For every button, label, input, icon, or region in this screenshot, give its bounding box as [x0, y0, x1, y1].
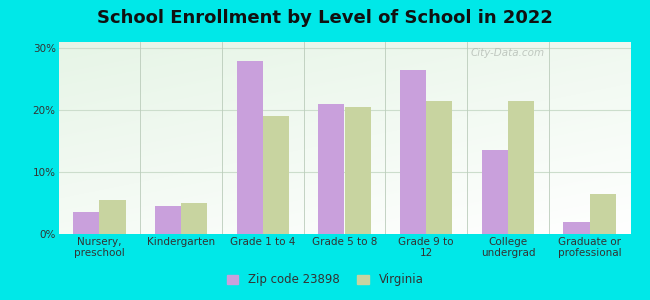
Bar	[426, 101, 452, 234]
Bar	[344, 107, 370, 234]
Bar	[564, 222, 590, 234]
Legend: Zip code 23898, Virginia: Zip code 23898, Virginia	[222, 269, 428, 291]
Bar	[99, 200, 125, 234]
Text: School Enrollment by Level of School in 2022: School Enrollment by Level of School in …	[97, 9, 553, 27]
Bar	[318, 104, 344, 234]
Bar	[237, 61, 263, 234]
Bar	[155, 206, 181, 234]
Bar	[400, 70, 426, 234]
Bar	[508, 101, 534, 234]
Bar	[482, 150, 508, 234]
Text: City-Data.com: City-Data.com	[471, 48, 545, 58]
Bar	[73, 212, 99, 234]
Bar	[181, 203, 207, 234]
Bar	[263, 116, 289, 234]
Bar	[590, 194, 616, 234]
